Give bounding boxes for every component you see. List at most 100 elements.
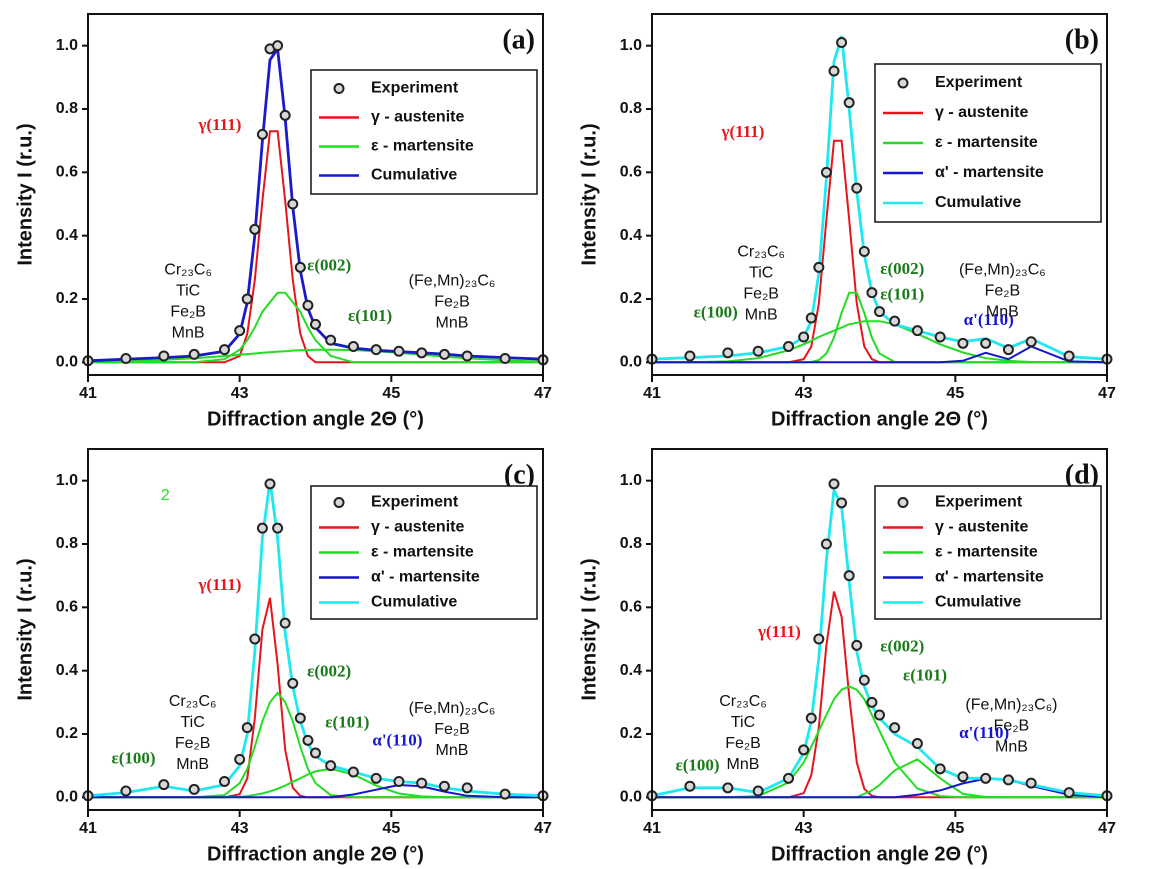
- legend-label: ε - martensite: [935, 134, 1038, 151]
- y-tick-label: 0.4: [620, 227, 642, 244]
- data-point: [256, 128, 268, 140]
- plot-frame: [87, 13, 544, 376]
- y-tick-label: 0.8: [620, 535, 642, 552]
- plot-frame: [87, 448, 544, 811]
- data-point: [836, 497, 848, 509]
- annotation: ε(100): [675, 756, 719, 775]
- annotation: ε(101): [880, 284, 924, 303]
- annotation: Cr₂₃C₆: [719, 693, 767, 710]
- data-point: [188, 783, 200, 795]
- annotation: ε(101): [348, 306, 392, 325]
- data-point: [302, 734, 314, 746]
- data-point: [820, 538, 832, 550]
- data-point: [438, 780, 450, 792]
- x-tick-label: 45: [946, 385, 964, 402]
- x-tick-label: 45: [382, 820, 400, 837]
- plot-area: [82, 478, 549, 802]
- y-axis-label: Intensity I (r.u.): [578, 558, 600, 700]
- data-point: [722, 347, 734, 359]
- x-tick-label: 47: [1098, 820, 1116, 837]
- x-tick-label: 43: [795, 820, 813, 837]
- x-tick-label: 47: [534, 385, 552, 402]
- data-point: [249, 223, 261, 235]
- panel: 0.0 0.2 0.4 0.6 0.8 1.0 41 43 45 47 Diffraction an…: [14, 448, 552, 865]
- data-point: [911, 738, 923, 749]
- y-tick-label: 1.0: [56, 37, 78, 54]
- data-point: [241, 293, 253, 305]
- legend: Experiment γ - austenite ε - martensite Cum…: [310, 69, 538, 195]
- data-point: [499, 788, 511, 800]
- data-point: [461, 782, 473, 794]
- legend-label: Cumulative: [371, 167, 457, 184]
- data-point: [805, 712, 817, 724]
- data-point: [279, 617, 291, 629]
- data-point: [1063, 350, 1075, 362]
- y-tick-label: 0.6: [620, 164, 642, 181]
- data-point: [393, 345, 405, 357]
- legend-label: Cumulative: [371, 594, 457, 611]
- annotation: ε(002): [307, 662, 351, 681]
- legend-marker: [897, 497, 909, 508]
- y-tick-label: 1.0: [620, 37, 642, 54]
- legend-label: Experiment: [371, 80, 459, 97]
- annotation: γ(111): [757, 622, 801, 641]
- data-point: [1025, 336, 1037, 348]
- annotation: MnB: [172, 325, 205, 342]
- annotation: ε(100): [694, 303, 738, 322]
- annotation: Fe₂B: [985, 283, 1021, 300]
- plot-area: [82, 40, 549, 367]
- annotation: Fe₂B: [170, 304, 206, 321]
- data-point: [980, 772, 992, 784]
- data-point: [980, 337, 992, 349]
- data-point: [874, 709, 885, 721]
- y-tick-label: 0.4: [620, 662, 642, 679]
- annotation: MnB: [986, 304, 1019, 321]
- data-point: [438, 348, 450, 360]
- y-tick-label: 0.0: [620, 354, 642, 371]
- data-point: [416, 777, 428, 789]
- y-tick-label: 0.2: [620, 290, 642, 307]
- annotation: ε(002): [880, 259, 924, 278]
- data-point: [798, 744, 810, 756]
- data-point: [828, 65, 840, 77]
- y-tick-label: 0.6: [620, 599, 642, 616]
- annotation: γ(111): [197, 575, 241, 594]
- series-line: [88, 597, 543, 799]
- annotation: Fe₂B: [175, 735, 211, 752]
- x-tick-label: 47: [534, 820, 552, 837]
- data-point: [752, 345, 764, 357]
- legend-label: γ - austenite: [371, 519, 464, 536]
- x-tick-label: 41: [79, 820, 97, 837]
- data-point: [1025, 777, 1037, 789]
- legend-label: Experiment: [935, 494, 1023, 511]
- annotation: Cr₂₃C₆: [164, 262, 212, 279]
- legend-label: α' - martensite: [371, 569, 480, 586]
- data-point: [813, 633, 825, 645]
- annotation: MnB: [436, 314, 469, 331]
- data-point: [836, 37, 848, 48]
- annotation: (Fe,Mn)₂₃C₆: [409, 700, 496, 717]
- data-point: [272, 40, 284, 52]
- data-point: [272, 522, 284, 534]
- plot-area: [646, 478, 1113, 802]
- y-tick-label: 0.0: [56, 789, 78, 806]
- data-point: [416, 347, 428, 359]
- annotation: α'(110): [964, 310, 1014, 329]
- y-tick-label: 0.4: [56, 227, 78, 244]
- data-point: [820, 166, 832, 178]
- data-point: [851, 639, 863, 651]
- annotation: γ(111): [721, 122, 765, 141]
- data-point: [120, 353, 132, 365]
- legend: Experiment γ - austenite ε - martensite α' …: [874, 485, 1102, 620]
- data-point: [684, 350, 696, 362]
- data-point: [287, 677, 299, 689]
- annotation: Cr₂₃C₆: [169, 693, 217, 710]
- y-axis-label: Intensity I (r.u.): [14, 123, 36, 265]
- data-point: [256, 522, 268, 534]
- annotation: (Fe,Mn)₂₃C₆: [409, 272, 496, 289]
- data-point: [684, 780, 696, 792]
- legend-marker: [333, 83, 345, 94]
- data-point: [866, 287, 878, 299]
- data-point: [911, 325, 923, 337]
- y-tick-label: 0.8: [56, 100, 78, 117]
